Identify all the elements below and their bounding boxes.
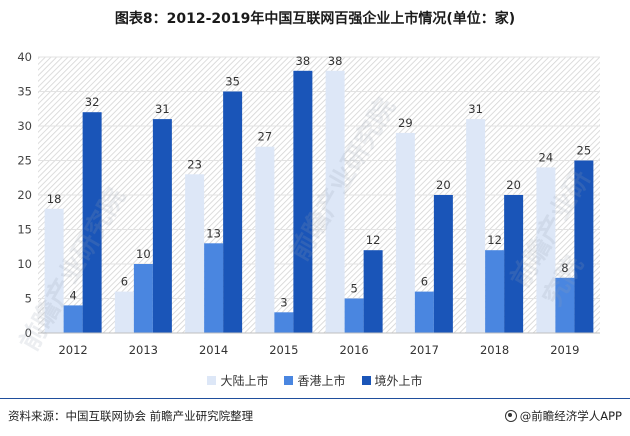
x-tick-label: 2016 (339, 343, 368, 357)
data-label: 18 (47, 192, 62, 206)
y-tick-label: 0 (25, 326, 32, 340)
bar-hongkong-2015 (274, 312, 294, 333)
data-label: 6 (121, 275, 128, 289)
y-tick-label: 15 (17, 223, 32, 237)
bar-hongkong-2019 (555, 277, 575, 333)
data-label: 10 (136, 247, 151, 261)
data-label: 12 (487, 233, 502, 247)
bar-overseas-2014 (223, 91, 243, 333)
data-label: 38 (328, 54, 343, 68)
bar-hongkong-2018 (485, 250, 505, 333)
data-label: 4 (69, 288, 76, 302)
data-label: 8 (561, 261, 568, 275)
data-label: 6 (421, 275, 428, 289)
bar-hongkong-2013 (133, 264, 153, 333)
bar-mainland-2014 (185, 174, 205, 333)
bar-hongkong-2016 (344, 298, 364, 333)
source-note: 资料来源：中国互联网协会 前瞻产业研究院整理 (8, 409, 254, 423)
bar-hongkong-2014 (204, 243, 224, 333)
bar-mainland-2019 (536, 167, 556, 333)
bar-mainland-2013 (114, 291, 134, 333)
data-label: 27 (258, 130, 273, 144)
y-tick-label: 40 (17, 50, 32, 64)
data-label: 31 (468, 102, 483, 116)
data-label: 32 (85, 95, 100, 109)
footer-divider (0, 398, 630, 399)
data-label: 20 (436, 178, 451, 192)
data-label: 23 (187, 157, 202, 171)
data-label: 13 (206, 226, 221, 240)
x-tick-label: 2019 (550, 343, 579, 357)
bar-hongkong-2017 (414, 291, 434, 333)
bar-mainland-2015 (255, 146, 275, 333)
legend-swatch (284, 376, 294, 385)
brand-text: @前瞻经济学人APP (519, 409, 622, 423)
bar-overseas-2015 (293, 70, 313, 334)
bar-chart: 18 4 32 6 10 31 23 13 35 27 3 38 38 5 12 29 6 20 31 12 20 24 8… (17, 50, 600, 357)
legend-label: 境外上市 (374, 374, 423, 388)
x-tick-label: 2013 (129, 343, 158, 357)
data-label: 29 (398, 116, 413, 130)
x-tick-label: 2014 (199, 343, 228, 357)
y-tick-label: 25 (17, 154, 32, 168)
bar-overseas-2019 (574, 160, 594, 333)
x-tick-label: 2012 (58, 343, 87, 357)
data-label: 25 (577, 144, 592, 158)
y-tick-label: 35 (17, 85, 32, 99)
legend-item: 香港上市 (284, 372, 346, 389)
bar-mainland-2018 (466, 119, 486, 333)
data-label: 12 (366, 233, 381, 247)
data-label: 35 (225, 75, 240, 89)
bar-mainland-2012 (44, 208, 64, 333)
legend-item: 境外上市 (361, 372, 423, 389)
legend-label: 香港上市 (297, 374, 346, 388)
legend-label: 大陆上市 (220, 374, 269, 388)
data-label: 24 (539, 150, 554, 164)
brand-logo-icon (504, 410, 517, 422)
bar-mainland-2017 (395, 132, 415, 333)
bar-overseas-2013 (152, 119, 172, 333)
y-tick-label: 20 (17, 188, 32, 202)
bar-overseas-2012 (82, 112, 102, 333)
brand-credit: @前瞻经济学人APP (504, 408, 622, 424)
bar-overseas-2017 (433, 195, 453, 333)
x-tick-label: 2017 (410, 343, 439, 357)
bar-overseas-2018 (504, 195, 524, 333)
y-tick-label: 30 (17, 119, 32, 133)
data-label: 3 (280, 295, 287, 309)
legend-swatch (207, 376, 217, 385)
x-tick-label: 2015 (269, 343, 298, 357)
bar-hongkong-2012 (63, 305, 83, 333)
bar-overseas-2016 (363, 250, 383, 333)
x-tick-label: 2018 (480, 343, 509, 357)
y-tick-label: 10 (17, 257, 32, 271)
data-label: 5 (350, 282, 357, 296)
y-tick-label: 5 (25, 292, 32, 306)
legend-swatch (361, 376, 371, 385)
bar-mainland-2016 (325, 70, 345, 334)
chart-title: 图表8：2012-2019年中国互联网百强企业上市情况(单位：家) (114, 11, 516, 27)
chart-legend: 大陆上市 香港上市 境外上市 (0, 372, 630, 389)
data-label: 38 (296, 54, 311, 68)
data-label: 31 (155, 102, 170, 116)
data-label: 20 (506, 178, 521, 192)
legend-item: 大陆上市 (207, 372, 268, 389)
